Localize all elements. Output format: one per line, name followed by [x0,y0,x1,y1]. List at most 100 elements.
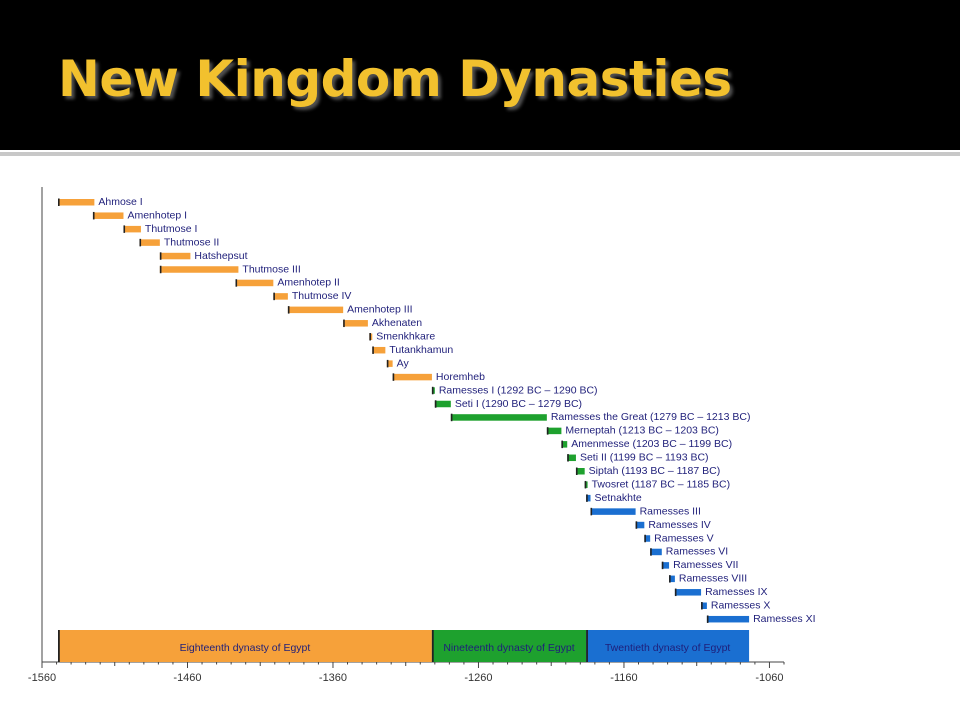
reign-label: Ramesses IV [648,519,710,531]
reign-label: Ay [397,357,410,369]
reign-label: Ramesses VII [673,559,738,571]
reign-bar [635,521,645,529]
reign-label: Horemheb [436,371,485,383]
x-tick-label: -1160 [610,672,637,684]
reign-bar [159,252,191,260]
reign-label: Amenhotep II [277,277,339,289]
reign-start-marker [343,319,345,328]
reign-start-marker [159,265,162,274]
reign-bar [701,602,707,609]
reign-bar [123,225,141,233]
reign-label: Amenhotep I [127,209,187,221]
dynasty-band-label: Eighteenth dynasty of Egypt [180,642,311,654]
reign-bar [575,468,585,475]
reign-label: Twosret (1187 BC – 1185 BC) [592,478,731,490]
reign-bar [139,239,160,246]
reign-start-marker [139,238,142,247]
reign-label: Tutankhamun [389,344,453,356]
reign-start-marker [590,507,593,516]
reign-bar [669,575,675,583]
reign-label: Ramesses IX [705,586,767,598]
reign-start-marker [584,480,587,489]
reign-start-marker [434,400,437,408]
reign-start-marker [586,494,588,502]
x-tick-label: -1560 [28,672,56,684]
reign-label: Ramesses the Great (1279 BC – 1213 BC) [551,411,751,423]
x-tick-label: -1260 [464,672,492,684]
reign-label: Amenhotep III [347,304,412,316]
reign-start-marker [644,534,646,543]
title-divider [0,152,960,156]
reign-start-marker [567,454,569,462]
reign-label: Ahmose I [98,196,142,208]
reign-start-marker [273,292,275,301]
dynasty-band-divider [431,630,434,662]
reign-label: Thutmose II [164,236,219,248]
reign-label: Merneptah (1213 BC – 1203 BC) [565,425,719,437]
x-tick-label: -1360 [319,672,347,684]
reign-label: Seti II (1199 BC – 1193 BC) [580,452,709,464]
dynasty-band [431,630,587,662]
reign-label: Ramesses XI [753,613,815,625]
reign-start-marker [431,386,434,395]
reign-bar [586,494,591,502]
x-axis: -1560 -1460 -1360 -1260 -1160 -1060 [28,662,785,684]
reign-label: Hatshepsut [194,250,247,262]
reign-start-marker [159,252,162,260]
reign-start-marker [369,333,371,341]
reign-start-marker [450,413,453,422]
reign-label: Ramesses VI [666,546,728,558]
reign-bar [287,306,344,314]
reign-bar [159,266,239,273]
reign-start-marker [669,575,671,583]
reign-start-marker [661,561,664,570]
reign-label: Ramesses V [654,532,714,544]
reign-label: Ramesses VIII [679,573,747,585]
reign-start-marker [287,306,290,314]
reign-start-marker [674,588,677,597]
reign-bar [590,508,636,515]
reign-bar [58,199,95,206]
reign-bar [546,427,562,435]
x-tick-label: -1460 [173,672,201,684]
reign-bar [434,400,451,408]
reign-label: Ramesses X [711,600,771,612]
reign-start-marker [235,279,238,287]
dynasty-band-divider [58,630,60,662]
reign-start-marker [635,521,638,529]
reign-label: Akhenaten [372,317,422,329]
reign-bar [372,346,386,354]
reign-bar [567,454,576,462]
reign-bar [343,320,368,327]
reign-bar [650,548,662,556]
reign-bar [92,212,124,219]
reign-start-marker [92,211,95,220]
reign-bar [386,360,393,367]
dynasty-bands: Eighteenth dynasty of Egypt Nineteenth dy… [58,630,750,662]
reign-label: Thutmose III [242,263,300,275]
reign-start-marker [546,427,549,435]
dynasty-band [586,630,750,662]
dynasty-band [58,630,432,662]
reign-bar [706,615,750,623]
reign-bar [235,279,274,287]
reign-label: Amenmesse (1203 BC – 1199 BC) [571,438,732,450]
reign-label: Thutmose I [145,223,198,235]
reign-start-marker [392,373,395,381]
dynasty-band-divider [586,630,588,662]
reign-label: Siptah (1193 BC – 1187 BC) [589,465,721,477]
reign-bar [392,373,432,381]
reign-bar [273,293,288,300]
reign-label: Setnakhte [594,492,641,504]
reign-start-marker [561,440,563,449]
reign-start-marker [706,615,709,623]
reign-label: Ramesses III [640,505,701,517]
reign-start-marker [575,467,578,475]
reign-label: Ramesses I (1292 BC – 1290 BC) [439,384,598,396]
reign-start-marker [650,548,652,556]
dynasty-band-label: Nineteenth dynasty of Egypt [443,642,574,654]
x-tick-label: -1060 [755,672,783,684]
reign-bar [561,441,568,448]
